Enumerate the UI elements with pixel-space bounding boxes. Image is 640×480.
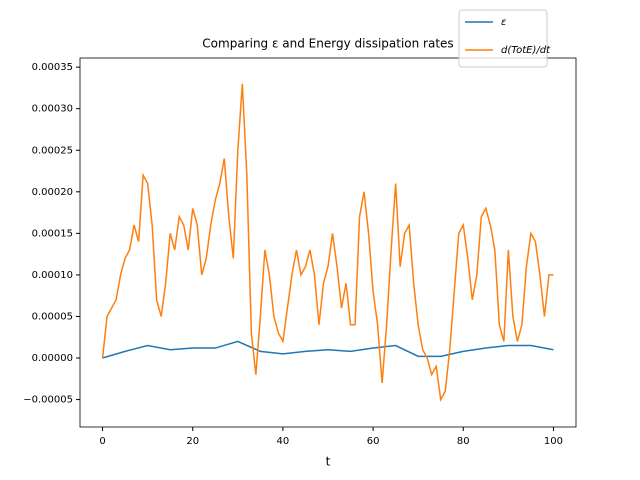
plot-frame: [79, 57, 577, 428]
series-line: [101, 83, 554, 402]
x-axis-label: t: [326, 455, 331, 469]
chart-title: Comparing ε and Energy dissipation rates: [202, 37, 453, 51]
x-tick-label: 40: [277, 436, 290, 447]
x-tick-label: 60: [367, 436, 380, 447]
x-tick-label: 20: [186, 436, 199, 447]
y-tick-label: 0.00020: [32, 187, 73, 198]
y-tick-label: 0.00030: [32, 104, 73, 115]
y-tick-label: 0.00000: [32, 353, 73, 364]
y-tick-label: −0.00005: [23, 395, 73, 406]
x-tick-label: 100: [544, 436, 563, 447]
series-line: [102, 340, 554, 359]
y-tick-label: 0.00015: [32, 228, 73, 239]
y-tick-label: 0.00025: [32, 145, 73, 156]
legend-label: d(TotE)/dt: [501, 45, 551, 56]
x-tick-label: 0: [99, 436, 105, 447]
y-tick-label: 0.00010: [32, 270, 73, 281]
y-tick-label: 0.00005: [32, 311, 73, 322]
y-tick-label: 0.00035: [32, 62, 73, 73]
legend-box: [458, 9, 548, 68]
legend-label: ε: [501, 17, 507, 28]
x-tick-label: 80: [457, 436, 470, 447]
